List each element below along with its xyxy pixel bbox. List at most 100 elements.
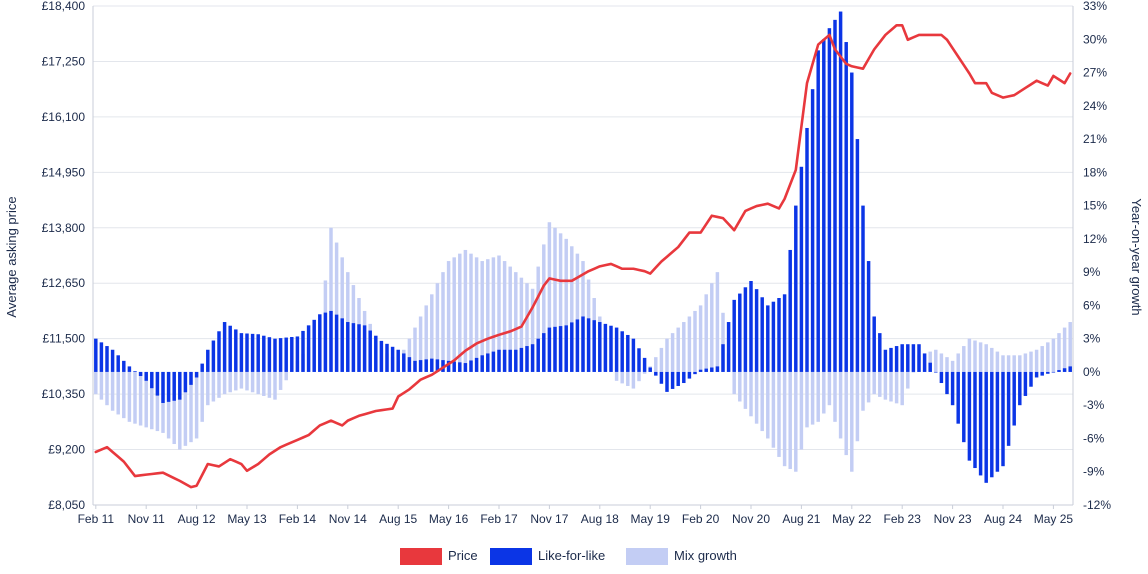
mix-growth-bar [133, 371, 137, 424]
like-for-like-bar [435, 359, 440, 372]
mix-growth-bar [676, 327, 680, 372]
like-for-like-bar [1012, 371, 1016, 426]
mix-growth-bar [234, 371, 238, 391]
mix-growth-bar [480, 261, 484, 372]
mix-growth-bar [816, 371, 820, 422]
like-for-like-bar [558, 326, 563, 372]
like-for-like-bar [402, 353, 406, 372]
like-for-like-bar [749, 281, 753, 372]
mix-growth-bar [228, 371, 232, 393]
like-for-like-bar [161, 371, 165, 403]
like-for-like-bar [721, 344, 725, 372]
like-for-like-bar [575, 319, 580, 372]
like-for-like-bar [1034, 371, 1039, 378]
like-for-like-bar [693, 371, 697, 375]
like-for-like-bar [508, 349, 512, 372]
mix-growth-bar [166, 371, 171, 439]
like-for-like-bar [922, 353, 927, 372]
like-for-like-bar [945, 371, 949, 395]
mix-growth-bar [150, 371, 154, 430]
like-for-like-bar [687, 371, 692, 379]
like-for-like-bar [743, 287, 748, 372]
like-for-like-bar [676, 371, 680, 386]
like-for-like-bar [956, 371, 960, 424]
like-for-like-bar [525, 346, 529, 372]
like-for-like-bar [172, 371, 176, 401]
like-for-like-bar [99, 342, 104, 372]
mix-growth-bar [564, 238, 568, 372]
like-for-like-bar [374, 335, 378, 372]
x-tick-label: Feb 14 [279, 512, 317, 526]
like-for-like-bar [144, 371, 148, 381]
like-for-like-bar [138, 371, 143, 376]
mix-growth-bar [1023, 353, 1028, 372]
y-right-tick-label: 33% [1083, 0, 1107, 13]
mix-growth-bar [189, 371, 193, 443]
mix-growth-bar [122, 371, 126, 419]
like-for-like-bar [329, 310, 333, 372]
mix-growth-bar [486, 259, 490, 372]
mix-growth-bar [894, 371, 899, 404]
mix-growth-bar [614, 371, 619, 381]
mix-growth-bar [245, 371, 249, 391]
like-for-like-bar [284, 337, 288, 372]
mix-growth-bar [973, 340, 977, 372]
mix-growth-bar [766, 371, 770, 439]
like-for-like-bar [1040, 371, 1044, 376]
mix-growth-bar [273, 371, 277, 400]
legend-label-mix-growth: Mix growth [674, 548, 737, 563]
mix-growth-bar [525, 283, 529, 372]
like-for-like-bar [1001, 371, 1005, 467]
mix-growth-bar [413, 327, 417, 372]
mix-growth-bar [721, 312, 725, 372]
mix-growth-bar [906, 371, 910, 389]
like-for-like-bar [245, 333, 249, 372]
like-for-like-bar [950, 371, 955, 406]
mix-growth-bar [687, 316, 692, 372]
like-for-like-bar [911, 344, 916, 372]
mix-growth-bar [810, 371, 815, 425]
like-for-like-bar [978, 371, 983, 476]
mix-growth-bar [928, 351, 932, 372]
mix-growth-bar [329, 227, 333, 372]
gridlines [92, 5, 1074, 506]
x-tick-label: Aug 15 [379, 512, 417, 526]
like-for-like-bar [598, 322, 602, 372]
y-left-tick-label: £13,800 [42, 221, 86, 235]
like-for-like-bar [239, 333, 244, 372]
like-for-like-bar [133, 371, 137, 372]
x-tick-label: May 22 [832, 512, 872, 526]
mix-growth-bar [620, 371, 624, 384]
like-for-like-bar [536, 338, 540, 372]
mix-growth-bar [889, 371, 893, 402]
mix-growth-bar [990, 347, 994, 372]
like-for-like-bar [217, 331, 221, 372]
like-for-like-bar [301, 330, 305, 372]
like-for-like-bar [441, 360, 445, 372]
mix-growth-bar [956, 353, 960, 372]
mix-growth-bar [530, 288, 535, 372]
y-right-tick-label: -6% [1083, 431, 1105, 445]
like-for-like-bar [670, 371, 675, 389]
y-right-tick-label: 30% [1083, 32, 1107, 46]
mix-growth-bar [838, 371, 843, 439]
mix-growth-bar [710, 283, 714, 372]
mix-growth-bar [1018, 355, 1022, 372]
legend-swatch-mix-growth [626, 548, 668, 565]
like-for-like-bar [418, 360, 423, 372]
like-for-like-bar [609, 325, 613, 372]
like-for-like-bar [855, 139, 860, 372]
mix-growth-bar [116, 371, 120, 415]
like-for-like-bar [833, 19, 837, 372]
y-right-axis-title: Year-on-year growth [1129, 198, 1144, 315]
like-for-like-bar [648, 367, 652, 372]
y-right-tick-label: -3% [1083, 398, 1105, 412]
like-for-like-bar [995, 371, 1000, 472]
x-tick-label: Aug 12 [178, 512, 216, 526]
mix-growth-bar [760, 371, 764, 432]
like-for-like-bar [122, 360, 126, 372]
like-for-like-bar [771, 301, 776, 372]
mix-growth-bar [430, 294, 434, 372]
x-tick-label: Aug 24 [984, 512, 1022, 526]
